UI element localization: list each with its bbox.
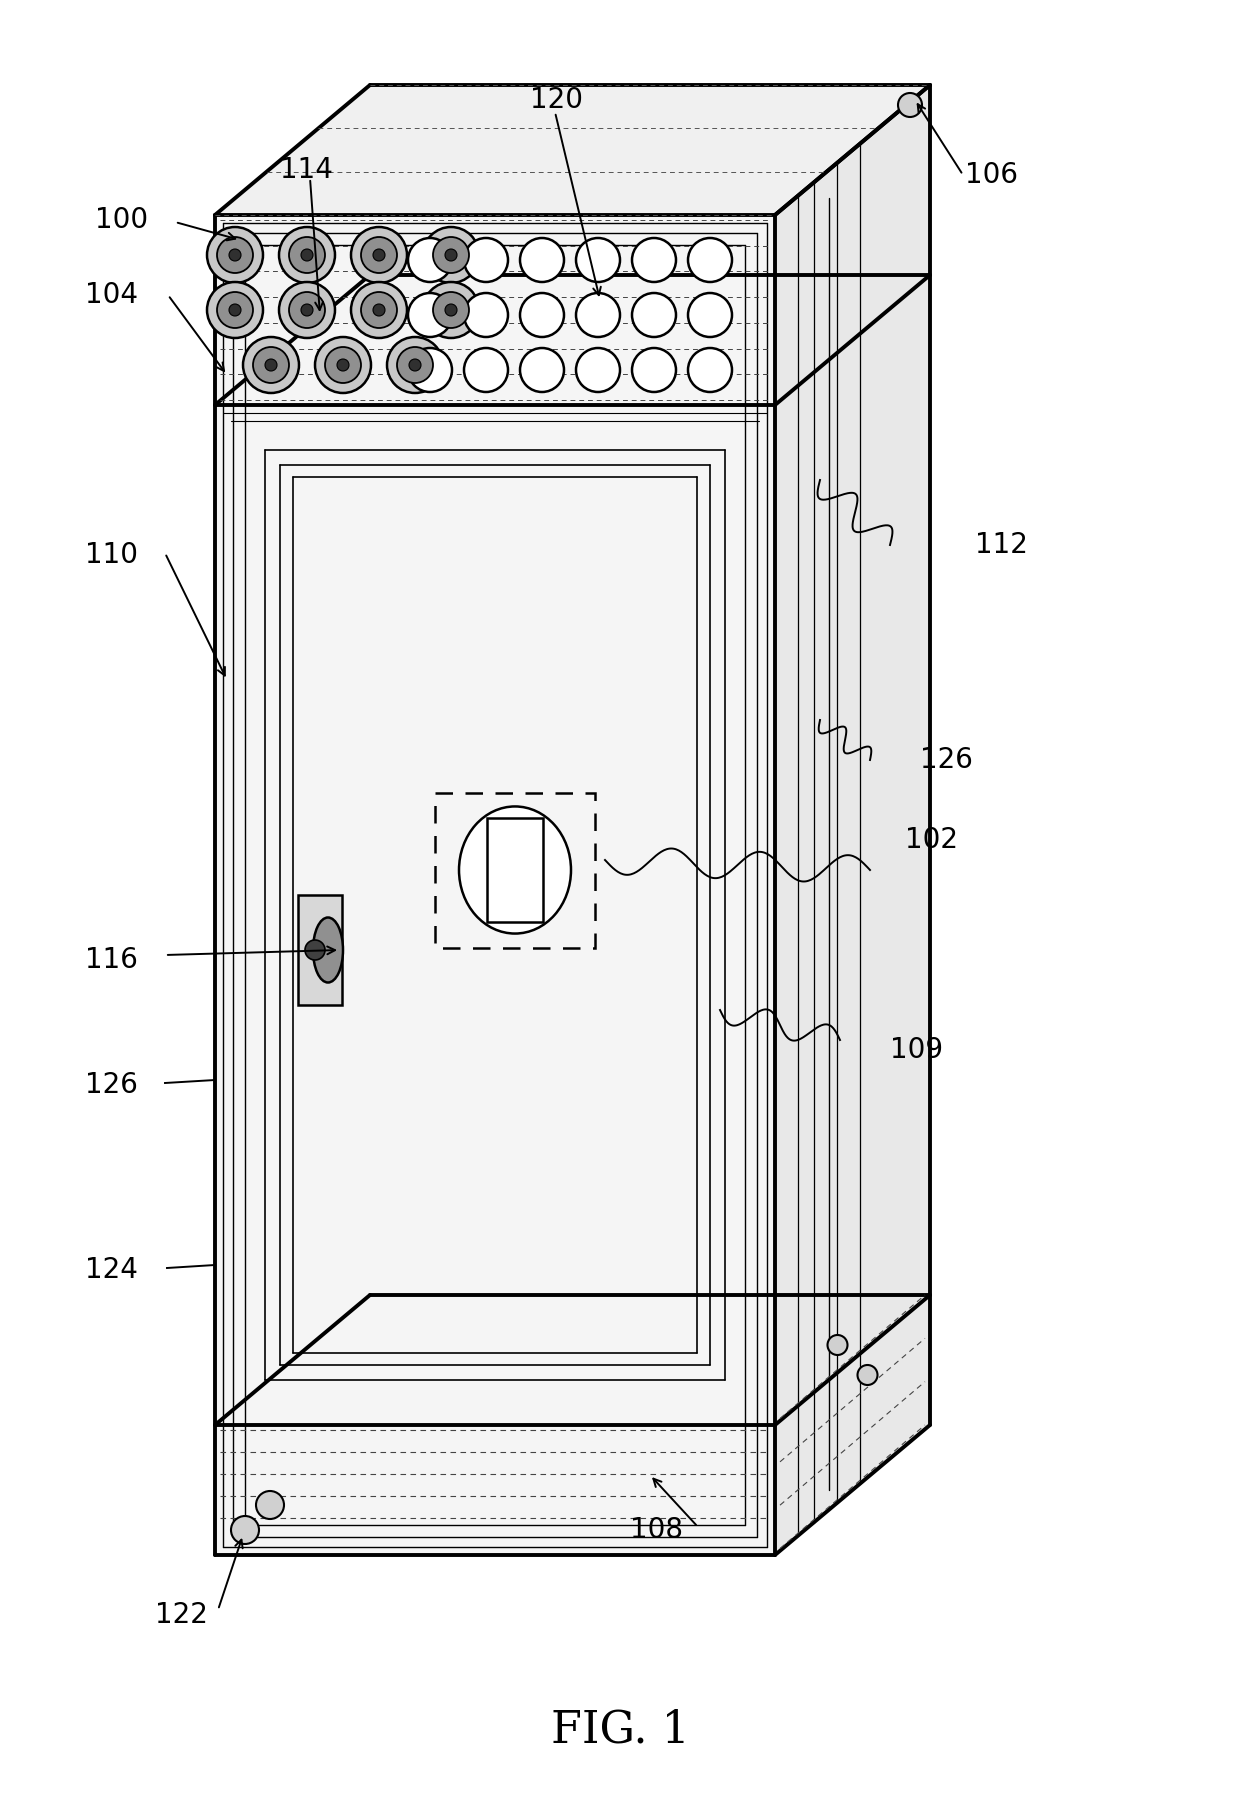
Text: 104: 104 xyxy=(86,281,138,310)
Circle shape xyxy=(255,1490,284,1519)
Circle shape xyxy=(827,1335,847,1355)
Circle shape xyxy=(351,283,407,339)
Bar xyxy=(298,895,342,1005)
Circle shape xyxy=(408,293,453,337)
Circle shape xyxy=(325,348,361,382)
Circle shape xyxy=(520,237,564,283)
Circle shape xyxy=(301,248,312,261)
Circle shape xyxy=(279,226,335,283)
Circle shape xyxy=(229,248,241,261)
Circle shape xyxy=(231,1516,259,1545)
Text: 120: 120 xyxy=(529,85,583,114)
Circle shape xyxy=(577,237,620,283)
Circle shape xyxy=(229,304,241,315)
Text: 122: 122 xyxy=(155,1601,208,1630)
Circle shape xyxy=(688,237,732,283)
Circle shape xyxy=(408,237,453,283)
Circle shape xyxy=(433,237,469,273)
Circle shape xyxy=(217,237,253,273)
Circle shape xyxy=(423,283,479,339)
Circle shape xyxy=(301,304,312,315)
Circle shape xyxy=(207,226,263,283)
Circle shape xyxy=(464,237,508,283)
Text: FIG. 1: FIG. 1 xyxy=(551,1708,689,1751)
Circle shape xyxy=(217,292,253,328)
Text: 116: 116 xyxy=(86,945,138,974)
Circle shape xyxy=(464,293,508,337)
Circle shape xyxy=(423,226,479,283)
Circle shape xyxy=(464,348,508,391)
Bar xyxy=(487,819,543,922)
Text: 102: 102 xyxy=(905,826,959,855)
Circle shape xyxy=(520,348,564,391)
Circle shape xyxy=(337,359,348,371)
Circle shape xyxy=(387,337,443,393)
Circle shape xyxy=(433,292,469,328)
Text: 126: 126 xyxy=(86,1070,138,1099)
Circle shape xyxy=(688,293,732,337)
Circle shape xyxy=(408,348,453,391)
Circle shape xyxy=(289,237,325,273)
Circle shape xyxy=(361,237,397,273)
Circle shape xyxy=(688,348,732,391)
Circle shape xyxy=(632,237,676,283)
Circle shape xyxy=(253,348,289,382)
Circle shape xyxy=(265,359,277,371)
Text: 112: 112 xyxy=(975,531,1028,560)
Circle shape xyxy=(445,248,458,261)
Circle shape xyxy=(351,226,407,283)
Bar xyxy=(435,793,595,947)
Circle shape xyxy=(858,1365,878,1385)
Text: 114: 114 xyxy=(280,156,332,185)
Circle shape xyxy=(207,283,263,339)
Text: 106: 106 xyxy=(965,161,1018,188)
Circle shape xyxy=(279,283,335,339)
Circle shape xyxy=(520,293,564,337)
Circle shape xyxy=(632,348,676,391)
Text: 108: 108 xyxy=(630,1516,683,1545)
Circle shape xyxy=(445,304,458,315)
Circle shape xyxy=(361,292,397,328)
Polygon shape xyxy=(775,85,930,1556)
Circle shape xyxy=(577,293,620,337)
Circle shape xyxy=(397,348,433,382)
Circle shape xyxy=(305,940,325,960)
Polygon shape xyxy=(215,216,775,1556)
Text: 100: 100 xyxy=(95,206,148,234)
Text: 110: 110 xyxy=(86,541,138,569)
Text: 124: 124 xyxy=(86,1257,138,1284)
Circle shape xyxy=(577,348,620,391)
Circle shape xyxy=(315,337,371,393)
Ellipse shape xyxy=(312,918,343,983)
Circle shape xyxy=(243,337,299,393)
Polygon shape xyxy=(215,85,930,216)
Circle shape xyxy=(409,359,422,371)
Circle shape xyxy=(898,92,923,118)
Circle shape xyxy=(632,293,676,337)
Ellipse shape xyxy=(459,806,570,933)
Text: 109: 109 xyxy=(890,1036,944,1065)
Circle shape xyxy=(373,304,384,315)
Circle shape xyxy=(373,248,384,261)
Circle shape xyxy=(289,292,325,328)
Text: 126: 126 xyxy=(920,746,973,773)
